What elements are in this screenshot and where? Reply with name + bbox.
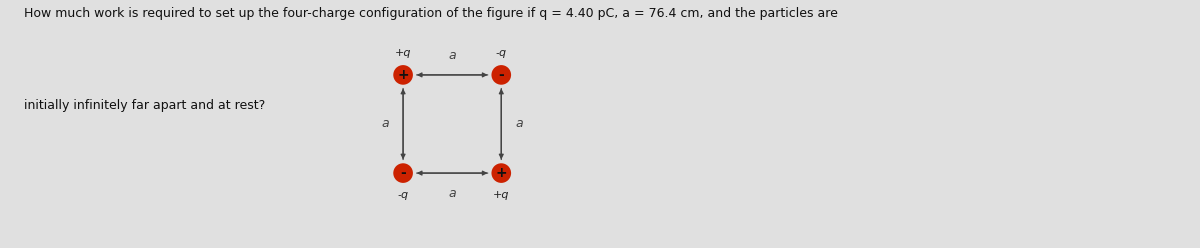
Text: a: a [449, 49, 456, 62]
Text: a: a [382, 118, 389, 130]
Circle shape [492, 163, 511, 183]
Text: +q: +q [493, 190, 510, 200]
Text: +: + [397, 68, 409, 82]
Text: initially infinitely far apart and at rest?: initially infinitely far apart and at re… [24, 99, 265, 112]
Text: a: a [515, 118, 523, 130]
Text: -: - [401, 166, 406, 180]
Text: +: + [496, 166, 508, 180]
Text: How much work is required to set up the four-charge configuration of the figure : How much work is required to set up the … [24, 7, 838, 20]
Text: +q: +q [395, 48, 412, 58]
Text: -q: -q [496, 48, 506, 58]
Text: a: a [449, 187, 456, 200]
Circle shape [492, 65, 511, 85]
Text: -: - [498, 68, 504, 82]
Circle shape [394, 65, 413, 85]
Text: -q: -q [397, 190, 409, 200]
Circle shape [394, 163, 413, 183]
